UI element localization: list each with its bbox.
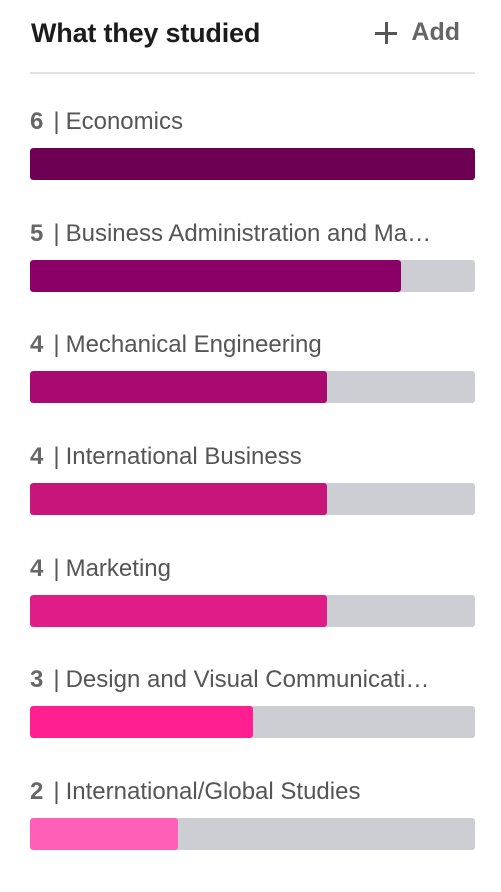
item-label: 4 | Mechanical Engineering xyxy=(30,331,475,359)
item-label: 6 | Economics xyxy=(30,108,475,136)
separator: | xyxy=(53,554,60,582)
item-count: 5 xyxy=(30,219,44,247)
bar-track xyxy=(30,818,475,851)
item-label: 5 | Business Administration and Ma… xyxy=(30,220,475,248)
item-name: Marketing xyxy=(65,554,171,582)
separator: | xyxy=(53,778,60,806)
bar-track xyxy=(30,594,475,627)
item-name: International Business xyxy=(65,443,302,471)
list-item[interactable]: 2 | International/Global Studies xyxy=(30,778,475,890)
bar-fill xyxy=(30,594,327,627)
item-label: 2 | International/Global Studies xyxy=(30,778,475,806)
item-name: Business Administration and Ma… xyxy=(65,219,432,247)
item-count: 6 xyxy=(30,108,44,135)
separator: | xyxy=(53,443,60,471)
list-item[interactable]: 4 | Mechanical Engineering xyxy=(30,331,475,443)
item-count: 4 xyxy=(30,331,44,359)
separator: | xyxy=(53,108,60,135)
bar-track xyxy=(30,148,475,180)
add-button[interactable]: Add xyxy=(375,18,460,47)
bar-track xyxy=(30,706,475,739)
list-item[interactable]: 6 | Economics xyxy=(30,108,475,220)
list-item[interactable]: 4 | Marketing xyxy=(30,555,475,667)
list-item[interactable]: 3 | Design and Visual Communicati… xyxy=(30,666,475,778)
separator: | xyxy=(53,331,60,359)
bar-track xyxy=(30,483,475,516)
item-name: Economics xyxy=(65,108,183,135)
bar-track xyxy=(30,371,475,404)
item-label: 4 | Marketing xyxy=(30,555,475,583)
separator: | xyxy=(53,666,60,694)
field-of-study-list: 6 | Economics 5 | Business Administration and… xyxy=(30,108,475,890)
item-count: 4 xyxy=(30,443,44,471)
add-button-label: Add xyxy=(411,18,460,46)
item-name: Design and Visual Communicati… xyxy=(65,666,430,694)
section-header: What they studied Add xyxy=(30,0,475,74)
plus-icon xyxy=(375,21,398,44)
item-count: 3 xyxy=(30,666,44,694)
bar-track xyxy=(30,259,475,292)
bar-fill xyxy=(30,818,179,851)
bar-fill xyxy=(30,371,327,404)
list-item[interactable]: 4 | International Business xyxy=(30,443,475,555)
bar-fill xyxy=(30,483,327,516)
item-label: 4 | International Business xyxy=(30,443,475,471)
separator: | xyxy=(53,219,60,247)
item-name: International/Global Studies xyxy=(65,778,361,806)
item-name: Mechanical Engineering xyxy=(65,331,322,359)
bar-fill xyxy=(30,706,253,739)
bar-fill xyxy=(30,148,475,180)
bar-fill xyxy=(30,259,401,292)
item-count: 4 xyxy=(30,554,44,582)
item-count: 2 xyxy=(30,778,44,806)
section-title: What they studied xyxy=(31,18,261,48)
list-item[interactable]: 5 | Business Administration and Ma… xyxy=(30,220,475,332)
item-label: 3 | Design and Visual Communicati… xyxy=(30,666,475,694)
